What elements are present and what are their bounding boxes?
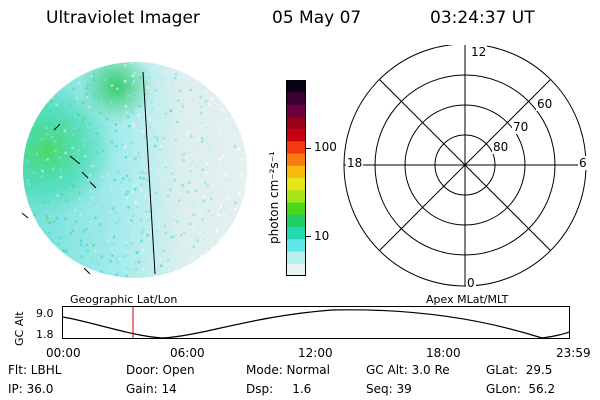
- colorbar-band: [286, 239, 306, 252]
- colorbar-band: [286, 251, 306, 265]
- polar-label-bottom: 0: [466, 276, 476, 290]
- glat-label: GLat: 29.5: [486, 363, 553, 377]
- ip-label: IP: 36.0: [8, 382, 54, 396]
- orbit-xtick-2: 12:00: [298, 346, 333, 360]
- tick-mark: [89, 181, 97, 189]
- gain-label: Gain: 14: [126, 382, 177, 396]
- door-label: Door: Open: [126, 363, 195, 377]
- dsp-label: Dsp: 1.6: [246, 382, 312, 396]
- date-label: 05 May 07: [272, 8, 362, 28]
- orbit-ylabel: GC Alt: [13, 311, 26, 346]
- orbit-xtick-3: 18:00: [426, 346, 461, 360]
- seq-label: Seq: 39: [366, 382, 412, 396]
- tick-mark: [53, 123, 61, 131]
- colorbar-unit-label: photon cm⁻²s⁻¹: [267, 151, 281, 244]
- orbit-plot: [62, 306, 570, 339]
- colorbar-band: [286, 116, 306, 130]
- orbit-xtick-4: 23:59: [556, 346, 591, 360]
- polar-label-right: 6: [578, 156, 588, 170]
- colorbar-band: [286, 178, 306, 191]
- polar-ring-label-80: 80: [492, 140, 510, 154]
- polar-label-top: 12: [470, 45, 488, 59]
- orbit-ylabel-text: GC Alt: [13, 311, 26, 346]
- colorbar-band: [286, 153, 306, 167]
- colorbar-tick-10: 10: [314, 229, 330, 243]
- tick-mark: [69, 155, 81, 165]
- orbit-ytick-high: 9.0: [36, 307, 54, 320]
- colorbar-unit-text: photon cm⁻²s⁻¹: [267, 151, 281, 244]
- colorbar-band: [286, 227, 306, 240]
- orbit-right-title: Apex MLat/MLT: [426, 293, 509, 306]
- colorbar-band: [286, 104, 306, 118]
- orbit-xtick-1: 06:00: [170, 346, 205, 360]
- colorbar: [286, 80, 306, 277]
- terminator-line: [142, 71, 156, 275]
- colorbar-tick-mark: [306, 148, 311, 149]
- colorbar-band: [286, 214, 306, 228]
- colorbar-band: [286, 129, 306, 142]
- colorbar-band: [286, 80, 306, 93]
- tick-mark: [21, 212, 29, 219]
- polar-grid: [343, 45, 587, 287]
- orbit-altitude-curve: [62, 309, 570, 339]
- tick-mark: [81, 171, 89, 179]
- tick-mark: [83, 267, 91, 275]
- colorbar-band: [286, 263, 306, 277]
- colorbar-band: [286, 165, 306, 179]
- glon-label: GLon: 56.2: [486, 382, 556, 396]
- orbit-xtick-0: 00:00: [46, 346, 81, 360]
- orbit-left-title: Geographic Lat/Lon: [70, 293, 178, 306]
- orbit-frame: [62, 306, 570, 339]
- polar-label-left: 18: [346, 156, 364, 170]
- polar-ring-label-70: 70: [512, 120, 530, 134]
- colorbar-band: [286, 190, 306, 203]
- polar-ring-label-60: 60: [536, 97, 554, 111]
- colorbar-tick-100: 100: [314, 140, 337, 154]
- orbit-ytick-low: 1.8: [36, 328, 54, 341]
- time-label: 03:24:37 UT: [430, 8, 535, 28]
- colorbar-tick-mark: [306, 236, 311, 237]
- filter-label: Flt: LBHL: [8, 363, 62, 377]
- aurora-image: [21, 62, 247, 278]
- colorbar-gradient: [286, 80, 306, 277]
- colorbar-band: [286, 92, 306, 105]
- colorbar-band: [286, 202, 306, 216]
- colorbar-frame: [286, 80, 306, 276]
- instrument-title: Ultraviolet Imager: [46, 8, 200, 28]
- colorbar-band: [286, 141, 306, 154]
- gc-alt-label: GC Alt: 3.0 Re: [366, 363, 450, 377]
- mode-label: Mode: Normal: [246, 363, 330, 377]
